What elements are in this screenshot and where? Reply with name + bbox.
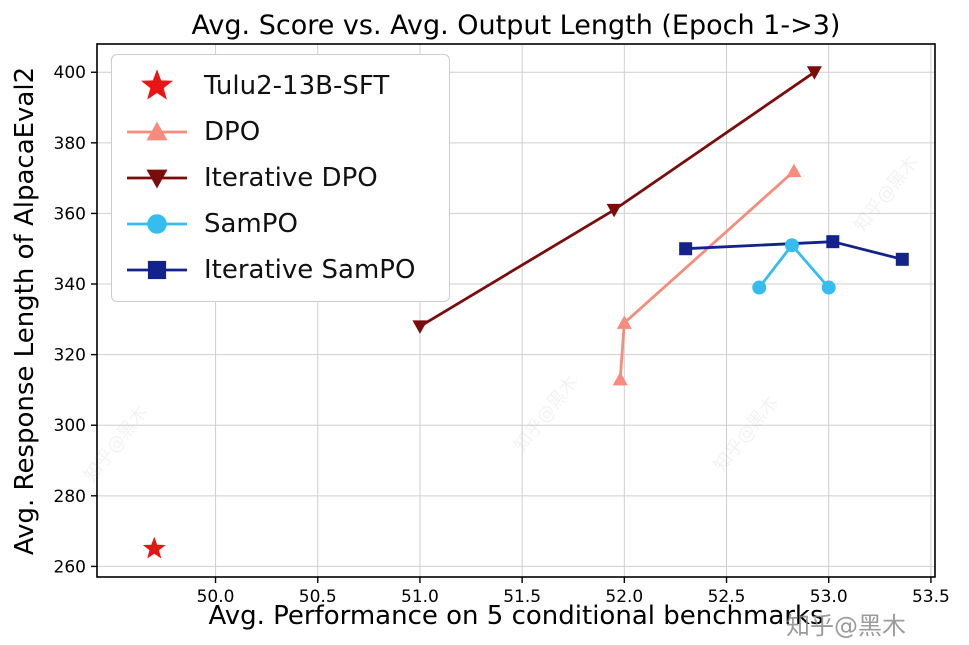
- axes: [91, 43, 936, 583]
- triangle-up-marker: [616, 315, 632, 329]
- legend-item-tulu2-13b-sft: Tulu2-13B-SFT: [124, 63, 415, 109]
- circle-marker: [752, 280, 767, 295]
- x-tick-label: 52.5: [708, 587, 746, 607]
- triangle-down-marker: [806, 66, 822, 80]
- square-marker: [826, 235, 840, 249]
- legend-marker-triangle-down: [127, 169, 187, 189]
- y-tick-label: 360: [54, 204, 86, 224]
- star-marker: [142, 536, 166, 559]
- circle-marker: [821, 280, 836, 295]
- series-tulu2-13b-sft: [142, 536, 166, 559]
- y-tick-label: 340: [54, 275, 86, 295]
- series-iterative-sampo: [679, 235, 909, 266]
- circle-marker: [784, 238, 799, 253]
- y-axis-label: Avg. Response Length of AlpacaEval2: [10, 66, 40, 555]
- triangle-down-marker: [606, 203, 622, 218]
- square-marker: [679, 242, 693, 256]
- chart-title: Avg. Score vs. Avg. Output Length (Epoch…: [191, 10, 841, 41]
- y-tick-label: 320: [54, 346, 86, 366]
- legend-label: SamPO: [204, 209, 298, 239]
- legend-marker-circle: [127, 214, 187, 234]
- legend-marker-square: [127, 260, 187, 280]
- series: [142, 66, 909, 559]
- triangle-down-marker: [146, 169, 168, 189]
- legend-label: Iterative SamPO: [204, 255, 416, 285]
- x-tick-label: 51.5: [503, 587, 541, 607]
- triangle-down-marker: [412, 320, 428, 334]
- circle-marker: [147, 214, 167, 234]
- watermark: 知乎@黑木: [786, 612, 906, 640]
- star-marker: [141, 69, 173, 100]
- tick-labels: 50.0 50.5 51.0 51.5 52.0 52.5 53.0 53.5 260 280 30…: [54, 63, 950, 607]
- y-tick-label: 380: [54, 134, 86, 154]
- y-tick-label: 300: [54, 416, 86, 436]
- x-axis-label: Avg. Performance on 5 conditional benchm…: [208, 601, 824, 631]
- legend-label: Iterative DPO: [204, 163, 378, 193]
- legend-label: Tulu2-13B-SFT: [204, 71, 390, 101]
- y-axis-label-wrap: Avg. Response Length of AlpacaEval2: [2, 44, 48, 577]
- square-marker: [895, 252, 909, 266]
- y-tick-label: 260: [54, 557, 86, 577]
- x-tick-label: 50.5: [299, 587, 337, 607]
- triangle-up-marker: [146, 121, 168, 141]
- series-sampo: [752, 238, 836, 295]
- legend-marker-triangle-up: [127, 121, 187, 141]
- legend-item-sampo: SamPO: [124, 201, 415, 247]
- legend-label: DPO: [204, 117, 261, 147]
- x-tick-label: 50.0: [197, 587, 235, 607]
- x-tick-label: 53.5: [912, 587, 950, 607]
- triangle-up-marker: [612, 371, 628, 386]
- legend-item-dpo: DPO: [124, 109, 415, 155]
- series-iterative-dpo: [412, 66, 822, 334]
- legend-item-iterative-dpo: Iterative DPO: [124, 155, 415, 201]
- x-tick-label: 53.0: [810, 587, 848, 607]
- legend-item-iterative-sampo: Iterative SamPO: [124, 247, 415, 293]
- x-tick-label: 52.0: [605, 587, 643, 607]
- legend-marker-star: [141, 69, 173, 100]
- y-tick-label: 400: [54, 63, 86, 83]
- legend: Tulu2-13B-SFT DPO Iterative DPO SamPO Iterat…: [111, 54, 451, 302]
- axes-box: [96, 43, 936, 578]
- square-marker: [147, 260, 167, 280]
- triangle-up-marker: [786, 163, 802, 178]
- series-dpo: [612, 163, 802, 386]
- x-tick-label: 51.0: [401, 587, 439, 607]
- y-tick-label: 280: [54, 487, 86, 507]
